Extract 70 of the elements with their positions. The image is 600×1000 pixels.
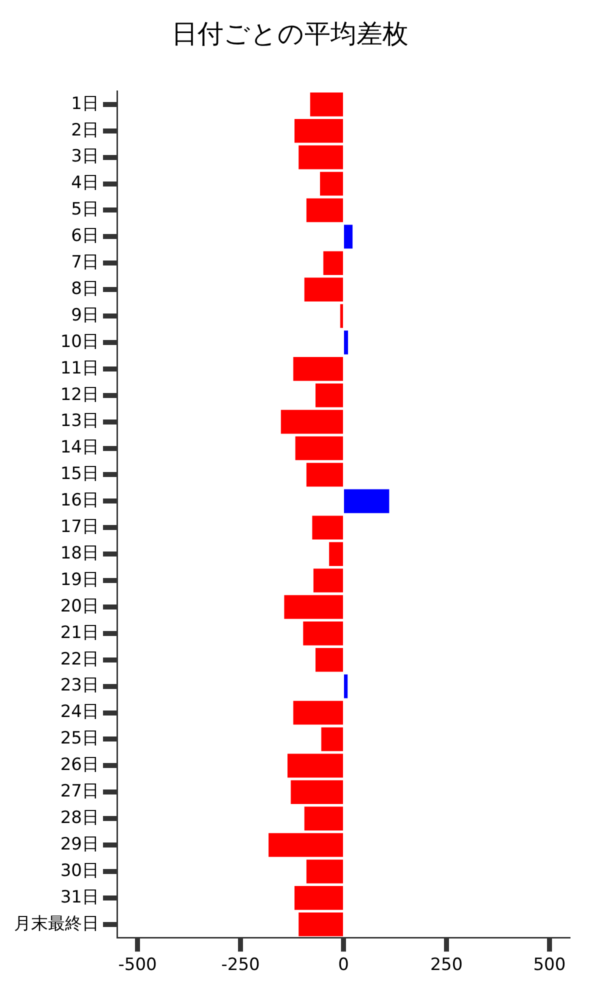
bar	[304, 806, 343, 830]
bar	[268, 833, 343, 857]
y-tick-label: 5日	[71, 200, 99, 220]
y-tick-label: 7日	[71, 252, 99, 273]
bar	[315, 383, 343, 408]
y-tick-label: 19日	[60, 570, 99, 590]
y-tick-label: 20日	[60, 596, 99, 616]
x-tick-label: 250	[430, 955, 463, 976]
y-tick-label: 11日	[60, 358, 99, 378]
bar	[306, 860, 343, 884]
y-tick-label: 1日	[71, 94, 99, 114]
y-tick-label: 8日	[71, 278, 99, 299]
y-tick-label: 30日	[60, 860, 99, 881]
bar	[306, 198, 343, 222]
y-tick-label: 17日	[60, 517, 99, 538]
bar	[294, 886, 343, 910]
y-tick-label: 18日	[60, 543, 99, 564]
x-tick-label: -250	[221, 955, 260, 976]
y-tick-label: 26日	[60, 755, 99, 776]
bar	[306, 462, 343, 487]
bar	[323, 251, 343, 276]
y-tick-label: 3日	[71, 146, 99, 167]
bar	[344, 330, 348, 354]
y-tick-label: 6日	[71, 226, 99, 246]
y-tick-label: 14日	[60, 438, 99, 458]
x-tick-label: 500	[533, 955, 566, 976]
bar	[280, 410, 343, 434]
bar	[310, 92, 343, 116]
y-tick-label: 15日	[60, 464, 99, 484]
bar	[340, 304, 343, 328]
y-tick-label: 10日	[60, 332, 99, 352]
bar	[344, 674, 348, 698]
bar	[312, 516, 343, 540]
bar	[298, 912, 343, 936]
bar	[304, 278, 343, 302]
bar	[298, 145, 343, 170]
bar	[293, 700, 343, 725]
y-tick-label: 31日	[60, 887, 99, 908]
y-tick-label: 13日	[60, 411, 99, 432]
bar	[321, 727, 343, 752]
y-tick-label: 27日	[60, 782, 99, 802]
y-tick-label: 月末最終日	[14, 914, 99, 934]
y-tick-label: 28日	[60, 808, 99, 828]
bar	[344, 224, 353, 249]
bar	[329, 542, 343, 566]
bar	[303, 622, 343, 646]
y-tick-label: 2日	[71, 120, 99, 140]
bar	[294, 118, 343, 143]
bar	[320, 172, 343, 196]
y-tick-label: 23日	[60, 676, 99, 696]
y-tick-label: 4日	[71, 173, 99, 194]
y-tick-label: 12日	[60, 384, 99, 405]
bar	[287, 754, 343, 778]
y-tick-label: 22日	[60, 649, 99, 670]
y-tick-label: 9日	[71, 305, 99, 326]
bar	[284, 595, 343, 619]
bar	[344, 489, 390, 514]
x-tick-label: -500	[118, 955, 157, 976]
y-tick-label: 25日	[60, 728, 99, 749]
y-tick-label: 21日	[60, 622, 99, 643]
y-tick-label: 24日	[60, 702, 99, 722]
bar	[290, 780, 343, 804]
x-tick-label: 0	[338, 955, 349, 976]
y-tick-label: 16日	[60, 490, 99, 511]
bar	[295, 436, 343, 460]
y-tick-label: 29日	[60, 834, 99, 854]
bar	[293, 357, 343, 381]
chart-title: 日付ごとの平均差枚	[172, 19, 408, 50]
bar	[315, 648, 343, 672]
bar	[313, 568, 343, 592]
